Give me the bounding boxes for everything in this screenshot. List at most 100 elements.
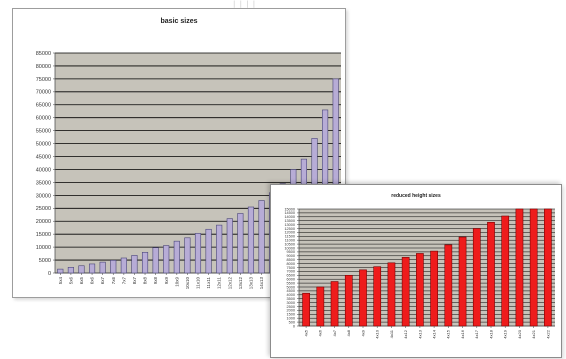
bar <box>152 247 159 274</box>
bar <box>205 228 212 274</box>
y-tick-label: 13500 <box>284 219 295 223</box>
x-tick-label: 4x15 <box>446 329 451 338</box>
y-tick-label: 0 <box>48 271 51 277</box>
bar <box>529 208 538 327</box>
y-tick-label: 40000 <box>36 167 51 173</box>
y-tick-label: 8500 <box>287 258 295 262</box>
bar <box>544 208 552 327</box>
x-tick-label: 8x7 <box>132 277 137 285</box>
bar <box>226 218 233 274</box>
bar <box>472 228 481 327</box>
bar <box>78 265 85 274</box>
y-tick-label: 70000 <box>36 90 51 96</box>
x-tick-label: 11x10 <box>196 277 201 289</box>
y-tick-label: 8000 <box>287 262 295 266</box>
x-tick-label: 13x13 <box>249 277 254 290</box>
x-tick-label: 12x12 <box>227 277 232 290</box>
y-tick-label: 30000 <box>36 193 51 199</box>
bar <box>359 269 367 327</box>
y-tick-label: 10500 <box>284 242 295 246</box>
x-tick-label: 4x8 <box>346 329 351 336</box>
bar <box>501 215 510 327</box>
bar <box>430 250 438 327</box>
y-tick-label: 7500 <box>287 266 295 270</box>
x-tick-label: 7x7 <box>121 277 126 285</box>
y-tick-label: 3000 <box>287 301 295 305</box>
bar <box>247 206 255 274</box>
y-tick-label: 14000 <box>284 215 295 219</box>
y-tick-label: 4500 <box>287 289 295 293</box>
y-tick-label: 2500 <box>287 305 295 309</box>
x-tick-label: 4x5 <box>304 329 309 336</box>
bar <box>387 262 396 327</box>
x-tick-label: 6x6 <box>90 277 95 285</box>
bar <box>344 275 353 327</box>
y-tick-label: 80000 <box>36 64 51 70</box>
x-tick-label: 4x20 <box>517 329 522 338</box>
chart-reduced-height-sizes: reduced height sizes 0 500 1000 1500 2000 250… <box>270 184 562 358</box>
x-tick-label: 4x10 <box>375 329 380 338</box>
x-tick-label: 4x19 <box>503 329 508 338</box>
x-tick-label: 4x7 <box>332 329 337 336</box>
bar <box>57 268 64 274</box>
bar <box>194 233 202 274</box>
y-tick-label: 5500 <box>287 281 295 285</box>
x-tick-label: 12x11 <box>217 277 222 289</box>
y-tick-label: 60000 <box>36 116 51 122</box>
x-tick-label: 5x6 <box>68 277 73 285</box>
x-tick-label: 4x12 <box>403 329 408 338</box>
y-tick-label: 12500 <box>284 227 295 231</box>
y-tick-label: 65000 <box>36 103 51 109</box>
y-tick-label: 10000 <box>36 245 51 251</box>
y-tick-label: 9500 <box>287 250 295 254</box>
bar <box>458 236 467 327</box>
bar <box>258 200 265 274</box>
y-tick-label: 10000 <box>284 246 295 250</box>
y-tick-label: 4000 <box>287 293 295 297</box>
chart-title: basic sizes <box>160 18 198 25</box>
y-tick-label: 12000 <box>284 231 295 235</box>
bar <box>131 255 138 274</box>
y-tick-label: 20000 <box>36 219 51 225</box>
chart-basic-sizes: basic sizes 0 5000 10000 15000 20000 25000 300… <box>12 8 346 298</box>
cropped-edge-marks: | | | | <box>233 0 257 8</box>
chart-plot-svg: 0500100015002000250030003500400045005000… <box>284 207 555 339</box>
x-tick-label: 4x6 <box>318 329 323 336</box>
x-tick-label: 4x9 <box>360 329 365 336</box>
y-tick-label: 55000 <box>36 129 51 135</box>
y-tick-label: 500 <box>289 320 295 324</box>
x-tick-label: 5x4 <box>58 277 63 285</box>
bar <box>316 286 325 327</box>
bar <box>99 261 106 274</box>
x-tick-label: 4x17 <box>474 329 479 338</box>
bar <box>444 244 453 327</box>
y-tick-label: 1000 <box>287 317 295 321</box>
y-tick-label: 2000 <box>287 309 295 313</box>
chart-title: reduced height sizes <box>391 193 441 199</box>
x-tick-label: 6x7 <box>100 277 105 285</box>
bar <box>173 240 180 274</box>
y-tick-label: 15000 <box>284 207 295 211</box>
x-tick-label: 9x8 <box>153 277 158 285</box>
x-tick-label: 8x8 <box>143 277 148 285</box>
x-tick-label: 11x11 <box>206 277 211 289</box>
y-tick-label: 50000 <box>36 142 51 148</box>
y-tick-label: 45000 <box>36 154 51 160</box>
bar <box>237 213 244 274</box>
y-tick-label: 9000 <box>287 254 295 258</box>
bar <box>163 245 170 274</box>
bar <box>184 237 191 274</box>
y-tick-label: 7000 <box>287 270 295 274</box>
x-tick-label: 14x13 <box>259 277 264 290</box>
y-tick-label: 0 <box>293 324 295 328</box>
x-tick-label: 7x6 <box>111 277 116 285</box>
x-tick-label: 4x21 <box>531 329 536 338</box>
bar <box>67 267 74 274</box>
bar <box>416 253 424 327</box>
y-tick-label: 11000 <box>285 239 295 243</box>
x-tick-label: 4x16 <box>460 329 465 338</box>
bar <box>373 266 382 327</box>
y-tick-label: 14500 <box>284 211 295 215</box>
x-tick-label: 10x9 <box>174 277 179 287</box>
bar <box>120 257 127 274</box>
